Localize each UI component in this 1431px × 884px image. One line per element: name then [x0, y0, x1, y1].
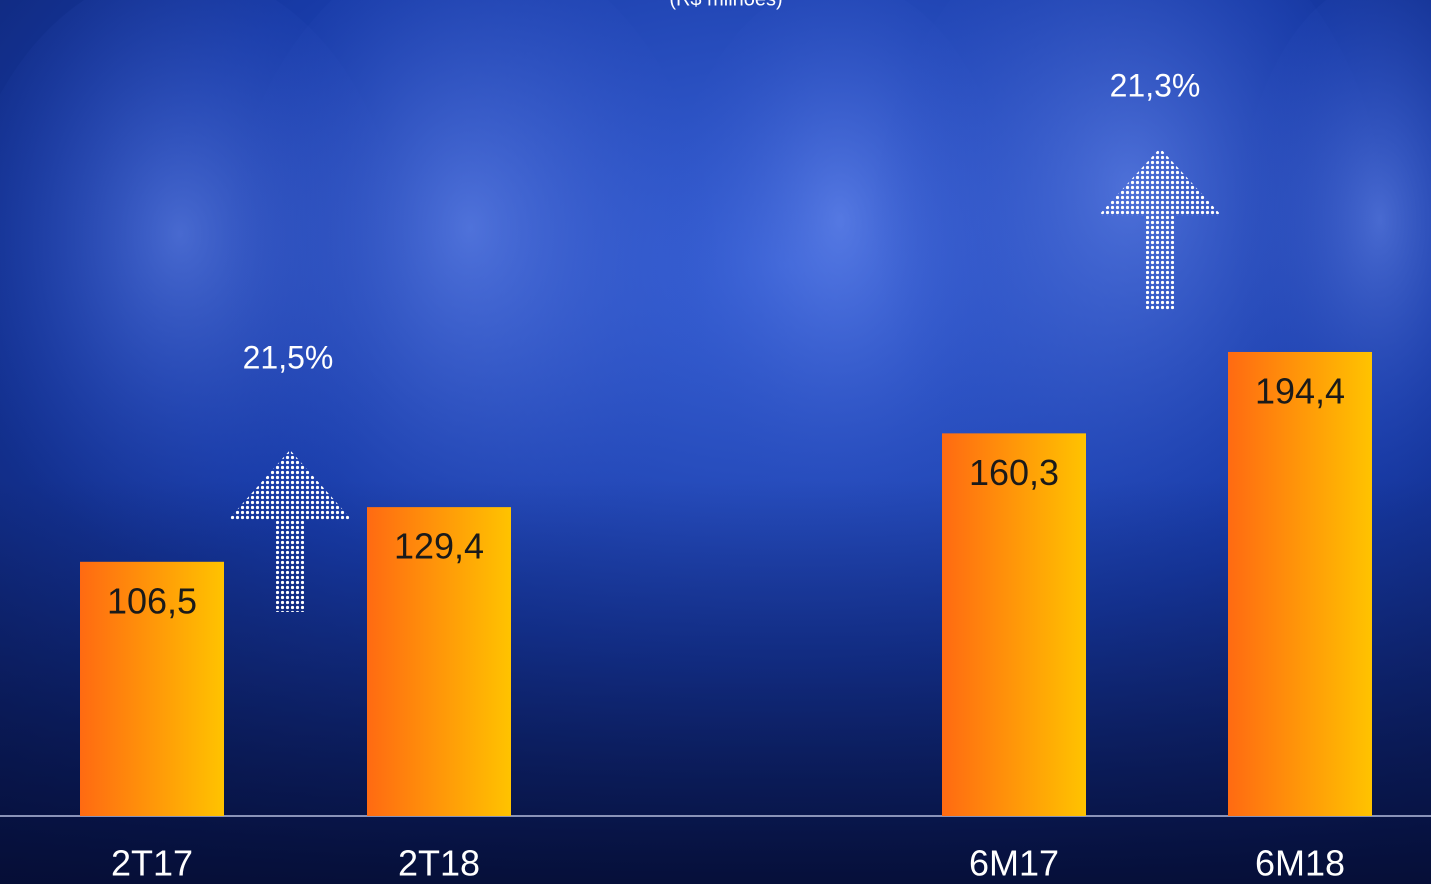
bar — [1228, 351, 1372, 816]
x-tick-label: 2T18 — [398, 843, 480, 884]
bar — [80, 561, 224, 816]
x-tick-label: 2T17 — [111, 843, 193, 884]
annotation: 21,5% — [243, 339, 334, 375]
bar — [942, 433, 1086, 816]
value-label: 160,3 — [969, 452, 1059, 493]
value-label: 194,4 — [1255, 370, 1345, 411]
x-tick-label: 6M17 — [969, 843, 1059, 884]
annotation: 21,3% — [1110, 67, 1201, 103]
growth-arrow — [1098, 148, 1222, 310]
bar — [367, 507, 511, 816]
value-label: 106,5 — [107, 580, 197, 621]
x-tick-label: 6M18 — [1255, 843, 1345, 884]
chart-subtitle: (R$ milhões) — [669, 0, 782, 10]
growth-arrow — [228, 450, 352, 612]
value-label: 129,4 — [394, 526, 484, 567]
